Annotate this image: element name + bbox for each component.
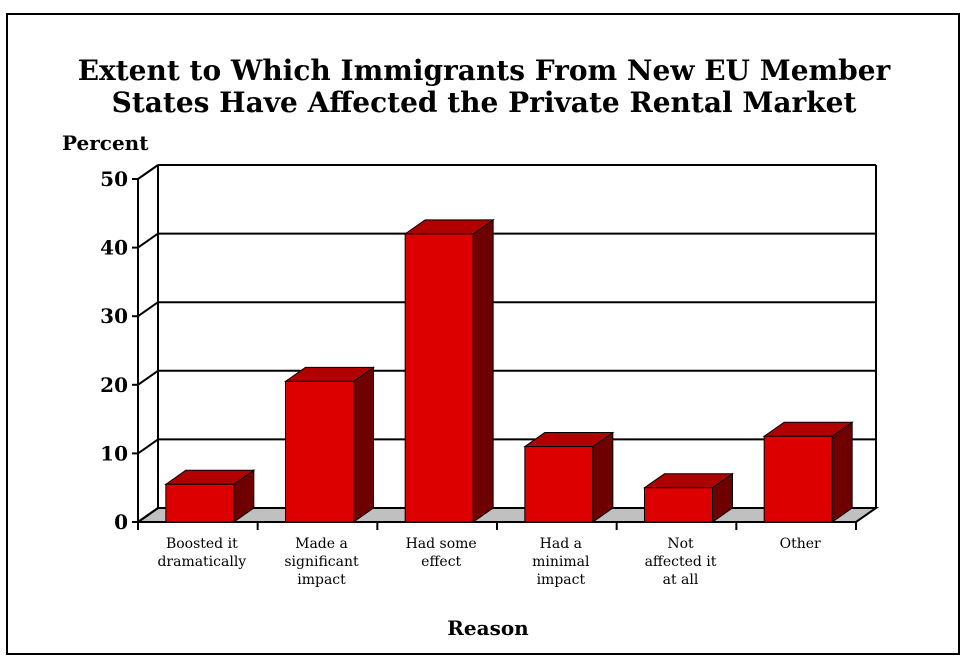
y-tick-label: 20 xyxy=(100,373,128,397)
bar-side xyxy=(472,218,494,523)
bar-front xyxy=(763,435,833,523)
bar xyxy=(762,421,854,523)
y-tick-label: 30 xyxy=(100,304,128,328)
y-axis-wall-line xyxy=(137,438,159,455)
y-tick-label: 50 xyxy=(100,167,128,191)
bar-front xyxy=(285,380,354,523)
bar xyxy=(642,472,735,523)
x-tick-label: effect xyxy=(421,554,461,570)
x-tick-label: at all xyxy=(663,572,699,588)
chart-title-line-2: States Have Affected the Private Rental … xyxy=(112,86,857,119)
bar-side xyxy=(353,366,374,523)
bar xyxy=(403,218,495,523)
x-tick-label: minimal xyxy=(532,554,590,570)
bar xyxy=(523,431,615,523)
bar-front xyxy=(644,487,713,523)
y-axis-title: Percent xyxy=(62,131,149,155)
bar-front xyxy=(165,483,235,523)
x-tick-label: Made a xyxy=(295,536,348,552)
y-tick-label: 0 xyxy=(114,510,128,534)
x-tick-label: significant xyxy=(284,554,359,570)
bar-front xyxy=(524,446,594,523)
bar-front xyxy=(404,233,474,523)
y-tick-label: 40 xyxy=(100,236,128,260)
x-axis-title: Reason xyxy=(447,616,529,640)
chart-title: Extent to Which Immigrants From New EU M… xyxy=(78,54,892,119)
bar xyxy=(164,469,256,523)
y-axis-wall-line xyxy=(137,301,159,318)
bar-side xyxy=(831,421,853,523)
y-tick-label: 10 xyxy=(100,441,128,465)
bar xyxy=(283,366,376,523)
bar-side xyxy=(592,431,614,523)
y-axis-wall-line xyxy=(137,232,159,249)
x-tick-label: Boosted it xyxy=(166,536,238,552)
x-tick-label: Not xyxy=(667,536,694,552)
x-tick-label: affected it xyxy=(645,554,717,570)
x-tick-label: dramatically xyxy=(157,554,246,570)
x-tick-label: impact xyxy=(537,572,586,588)
plot-area: 0 10 20 30 40 50 Boosted it dramatically Made a s… xyxy=(100,164,880,588)
x-tick-label: impact xyxy=(297,572,346,588)
y-axis-wall-line xyxy=(137,507,159,523)
x-tick-label: Other xyxy=(780,536,821,552)
x-tick-label: Had some xyxy=(406,536,477,552)
y-axis-wall-line xyxy=(137,369,159,386)
x-tick-label: Had a xyxy=(540,536,582,552)
y-axis-wall-line xyxy=(137,164,159,180)
chart-title-line-1: Extent to Which Immigrants From New EU M… xyxy=(78,54,892,87)
